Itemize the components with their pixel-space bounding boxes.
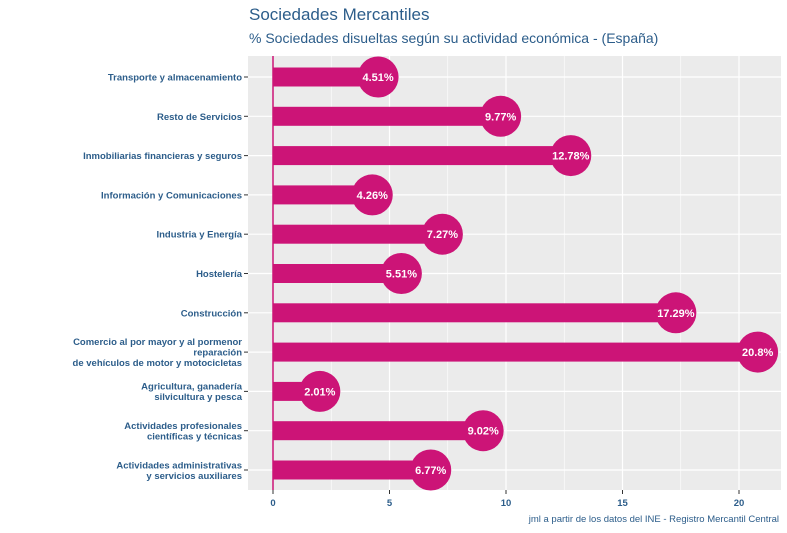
bar-end-circle [410, 449, 452, 491]
category-label: Industria y Energía [156, 230, 242, 241]
category-label: y servicios auxiliares [146, 471, 242, 482]
data-label: 9.77% [485, 111, 516, 123]
bar [273, 224, 443, 244]
bar-end-circle [480, 95, 522, 137]
data-label: 5.51% [386, 269, 417, 281]
bar-end-circle [299, 370, 341, 412]
bar [273, 146, 571, 166]
data-label: 9.02% [468, 426, 499, 438]
category-label: Agricultura, ganadería [141, 382, 243, 393]
category-label: Actividades profesionales [124, 421, 242, 432]
category-label: silvicultura y pesca [154, 392, 242, 403]
x-tick-label: 0 [270, 498, 275, 509]
chart-caption: jml a partir de los datos del INE - Regi… [528, 514, 779, 525]
category-label: de vehículos de motor y motocicletas [73, 358, 242, 369]
bar [273, 185, 373, 205]
bar-end-circle [737, 331, 779, 373]
bar [273, 264, 402, 283]
chart-subtitle: % Sociedades disueltas según su activida… [249, 30, 659, 46]
category-label: Construcción [181, 308, 242, 319]
data-label: 12.78% [552, 151, 590, 163]
x-tick-label: 15 [617, 498, 628, 509]
category-label: Actividades administrativas [116, 460, 242, 471]
bar-end-circle [462, 410, 504, 452]
category-label: reparación [193, 348, 242, 359]
data-label: 6.77% [415, 465, 446, 477]
data-label: 4.51% [362, 72, 393, 84]
bar-end-circle [550, 135, 592, 177]
bar-end-circle [357, 56, 399, 98]
bar [273, 342, 758, 362]
bar-end-circle [421, 213, 463, 255]
bar [273, 67, 379, 87]
data-label: 7.27% [427, 229, 458, 241]
category-label: Hostelería [196, 269, 243, 280]
category-label: Resto de Servicios [157, 112, 242, 123]
bar [273, 460, 431, 480]
chart-title: Sociedades Mercantiles [249, 5, 430, 24]
bar [273, 303, 676, 323]
category-label: Inmobiliarias financieras y seguros [83, 151, 242, 162]
data-label: 17.29% [657, 308, 695, 320]
bar [273, 421, 484, 441]
bar-end-circle [380, 253, 422, 294]
x-tick-label: 5 [387, 498, 393, 509]
bar-end-circle [655, 292, 697, 334]
category-label: científicas y técnicas [147, 431, 242, 442]
category-label: Comercio al por mayor y al pormenor [73, 337, 242, 348]
bar-end-circle [351, 174, 393, 216]
data-label: 4.26% [357, 190, 388, 202]
category-label: Transporte y almacenamiento [108, 73, 242, 84]
category-label: Información y Comunicaciones [101, 190, 242, 201]
x-tick-label: 20 [734, 498, 745, 509]
x-tick-label: 10 [501, 498, 512, 509]
bar [273, 106, 501, 126]
data-label: 2.01% [304, 386, 335, 398]
data-label: 20.8% [742, 347, 773, 359]
